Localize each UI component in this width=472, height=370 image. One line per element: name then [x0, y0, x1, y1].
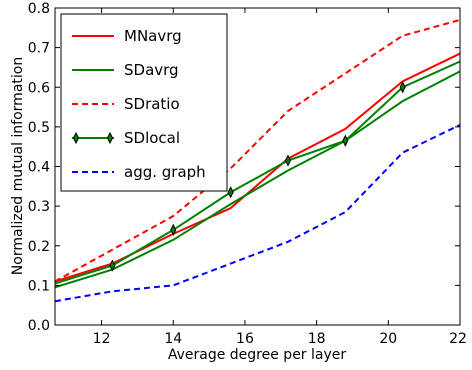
legend-entry: SDavrg [72, 61, 179, 79]
legend-label: SDlocal [124, 129, 180, 147]
data-point [284, 154, 292, 167]
data-point [399, 81, 406, 94]
y-tick-label: 0.5 [28, 120, 50, 136]
series-sdlocal [54, 60, 461, 285]
data-point [342, 134, 349, 147]
legend-label: MNavrg [124, 27, 182, 45]
series-layer [54, 18, 461, 303]
legend-entry: MNavrg [72, 27, 182, 45]
legend: MNavrg SDavrg SDratio SDlocal agg. graph [60, 13, 228, 192]
data-point [227, 186, 234, 199]
series-line [54, 70, 461, 289]
series-line [54, 18, 461, 283]
y-tick-label: 0.6 [28, 80, 50, 96]
x-tick-label: 20 [379, 331, 397, 347]
legend-entry: SDratio [72, 95, 180, 113]
legend-marker [106, 131, 114, 145]
x-axis-label: Average degree per layer [168, 347, 347, 363]
legend-entry: agg. graph [72, 163, 206, 181]
legend-label: SDavrg [124, 61, 179, 79]
legend-label: agg. graph [124, 163, 206, 181]
x-tick-label: 14 [164, 331, 182, 347]
y-tick-label: 0.3 [28, 199, 50, 215]
x-axis: 12 14 16 18 20 22 [93, 8, 467, 347]
y-tick-label: 0.2 [28, 239, 50, 255]
y-tick-label: 0.7 [28, 41, 50, 57]
legend-entry: SDlocal [72, 129, 180, 147]
data-point [170, 223, 177, 237]
x-tick-label: 16 [236, 331, 254, 347]
series-sdavrg [54, 70, 461, 289]
x-tick-label: 12 [93, 331, 111, 347]
y-tick-label: 0.0 [28, 318, 50, 334]
y-axis: 0.0 0.1 0.2 0.3 0.4 0.5 0.6 0.7 0.8 [28, 1, 460, 334]
y-tick-label: 0.4 [28, 160, 50, 176]
data-point [109, 259, 116, 272]
x-tick-label: 18 [308, 331, 326, 347]
x-tick-label: 22 [449, 331, 467, 347]
series-line [54, 123, 461, 303]
y-axis-label: Normalized mutual information [10, 57, 26, 275]
y-tick-label: 0.8 [28, 1, 50, 17]
legend-frame [60, 13, 228, 192]
legend-marker [72, 131, 80, 145]
legend-label: SDratio [124, 95, 180, 113]
series-sdratio [54, 18, 461, 283]
series-line [54, 60, 461, 285]
y-tick-label: 0.1 [28, 278, 50, 294]
series-agg-graph [54, 123, 461, 303]
